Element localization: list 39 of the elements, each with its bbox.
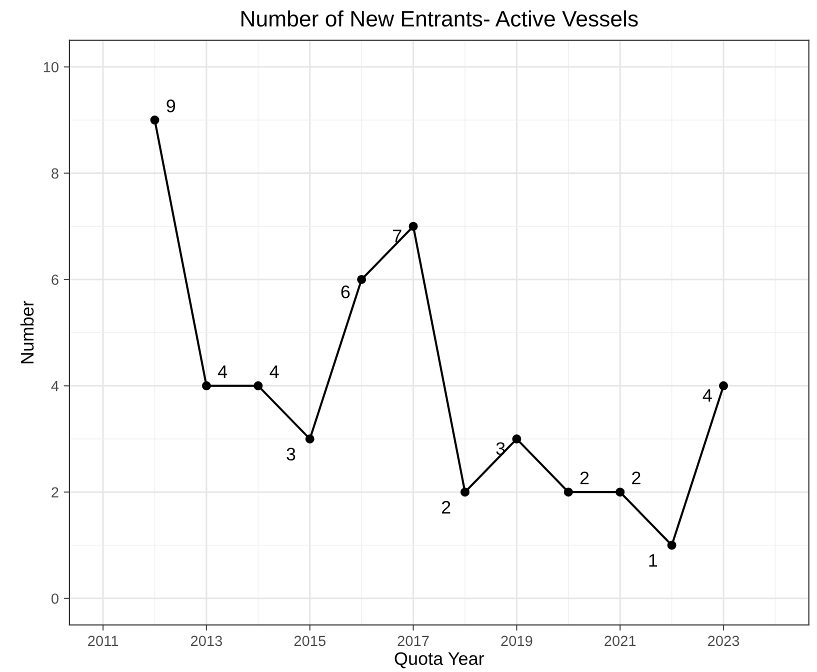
x-axis-title: Quota Year [394, 652, 484, 668]
y-tick-label: 2 [52, 487, 58, 498]
x-tick-label: 2021 [604, 636, 636, 646]
point [460, 488, 470, 497]
point [202, 381, 211, 390]
y-axis-title: Number [20, 300, 34, 364]
y-tick-label: 0 [51, 593, 58, 604]
data-label: 2 [632, 472, 640, 484]
point [719, 381, 728, 390]
data-label: 1 [649, 554, 658, 567]
point [616, 488, 625, 497]
x-tick-label: 2019 [501, 636, 532, 646]
chart-title: Number of New Entrants- Active Vessels [242, 10, 638, 27]
data-label: 4 [270, 365, 279, 378]
data-label: 2 [580, 472, 589, 484]
x-tick-label: 2015 [294, 636, 326, 646]
data-label: 9 [166, 100, 176, 112]
data-label: 2 [442, 500, 450, 514]
x-tick-label: 2023 [708, 636, 740, 646]
data-label: 6 [341, 286, 350, 298]
y-tick-label: 4 [51, 381, 59, 392]
x-tick-label: 2017 [398, 636, 429, 646]
point [254, 381, 263, 390]
data-label: 3 [286, 448, 296, 461]
y-tick-label: 10 [44, 62, 58, 72]
point [564, 488, 573, 497]
y-tick-label: 8 [52, 168, 58, 179]
data-label: 4 [702, 389, 712, 402]
point [305, 434, 314, 444]
x-tick-label: 2013 [190, 636, 222, 646]
point [150, 116, 160, 125]
x-tick-label: 2011 [88, 636, 118, 646]
point [667, 540, 676, 550]
data-label: 7 [393, 230, 402, 242]
point [512, 434, 522, 444]
point [357, 274, 366, 284]
data-label: 4 [218, 365, 228, 378]
y-tick-label: 6 [52, 274, 58, 285]
point [408, 222, 418, 231]
